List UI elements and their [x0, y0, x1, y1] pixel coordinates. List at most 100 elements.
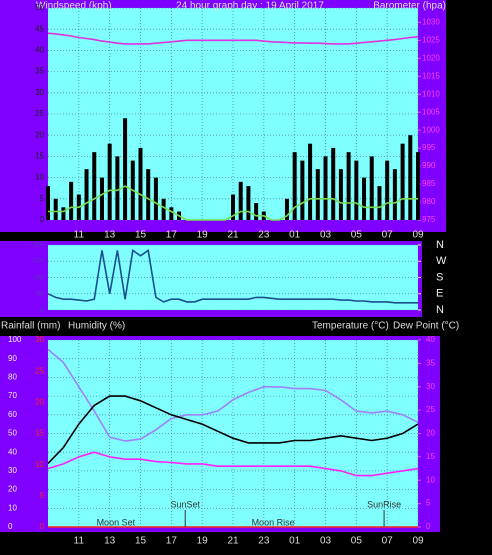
y2-tick-label: W [436, 255, 447, 267]
y2-tick-label: 1005 [422, 107, 440, 116]
bar [84, 169, 89, 220]
axis-title: Windspeed (kph) [36, 1, 112, 12]
y3-tick-label: 15 [35, 429, 44, 438]
x-tick-label: 05 [351, 230, 363, 241]
axis-title: Temperature (°C) [312, 321, 389, 332]
bar [369, 156, 374, 220]
bar [346, 152, 351, 220]
x-tick-label: 09 [412, 536, 424, 547]
series-line [48, 185, 418, 221]
x-tick-label: 15 [135, 230, 147, 241]
x-tick-label: 01 [289, 230, 301, 241]
x-tick-label: 07 [382, 536, 394, 547]
y3-tick-label: 30 [35, 335, 44, 344]
y-tick-label: 180 [32, 274, 44, 281]
bar [254, 203, 259, 220]
bar [338, 169, 343, 220]
axis-title: Barometer (hpa) [373, 1, 446, 12]
y2-tick-label: N [436, 304, 444, 316]
bar [46, 186, 50, 220]
bar [238, 181, 243, 220]
bar [161, 198, 166, 220]
y-tick-label: 0 [40, 307, 44, 314]
bar [99, 177, 104, 220]
y-tick-label: 60 [8, 410, 17, 419]
event-label: Moon Rise [252, 517, 295, 527]
x-tick-label: 17 [166, 536, 178, 547]
bar [308, 143, 313, 220]
bar [323, 156, 328, 220]
y-tick-label: 360 [32, 242, 44, 249]
bar [331, 147, 336, 220]
x-tick-label: 21 [227, 536, 239, 547]
event-label: SunRise [367, 499, 401, 509]
x-tick-label: 03 [320, 230, 332, 241]
y-tick-label: 0 [8, 522, 13, 531]
y2-tick-label: 25 [426, 405, 435, 414]
y2-tick-label: N [436, 239, 444, 251]
y2-tick-label: 985 [422, 179, 436, 188]
y-tick-label: 0 [40, 215, 45, 224]
y2-tick-label: 20 [426, 429, 435, 438]
y2-tick-label: 10 [426, 475, 435, 484]
bar [115, 156, 120, 220]
y-tick-label: 10 [35, 173, 44, 182]
y3-tick-label: 20 [35, 397, 44, 406]
y3-tick-label: 10 [35, 460, 44, 469]
bar [284, 198, 289, 220]
y-tick-label: 90 [36, 291, 44, 298]
series-line [47, 348, 419, 442]
y-tick-label: 30 [35, 88, 44, 97]
y-tick-label: 5 [40, 194, 45, 203]
y2-tick-label: 40 [426, 335, 435, 344]
bar [53, 198, 58, 220]
bar [107, 143, 112, 220]
x-tick-label: 09 [412, 230, 424, 241]
y2-tick-label: 0 [426, 522, 431, 531]
y2-tick-label: 5 [426, 499, 431, 508]
bar [123, 118, 128, 220]
y-tick-label: 10 [8, 503, 17, 512]
y-tick-label: 35 [35, 67, 44, 76]
y-tick-label: 70 [8, 391, 17, 400]
y-tick-label: 45 [35, 24, 44, 33]
y-tick-label: 40 [8, 447, 17, 456]
y-tick-label: 80 [8, 373, 17, 382]
y3-tick-label: 25 [35, 366, 44, 375]
y-tick-label: 50 [8, 429, 17, 438]
x-tick-label: 21 [227, 230, 239, 241]
x-tick-label: 03 [320, 536, 332, 547]
bar [153, 177, 158, 220]
y-tick-label: 50 [35, 3, 44, 12]
y2-tick-label: 980 [422, 197, 436, 206]
bar [138, 147, 143, 220]
bar [377, 186, 382, 220]
y-tick-label: 20 [8, 485, 17, 494]
y-tick-label: 90 [8, 354, 17, 363]
bar [231, 194, 235, 220]
y3-tick-label: 5 [40, 491, 45, 500]
bar [146, 169, 151, 220]
chart-title: 24 hour graph day : 19 April 2017 [176, 1, 324, 12]
bar [61, 207, 66, 220]
axis-title: Dew Point (°C) [393, 321, 459, 332]
y-tick-label: 40 [35, 46, 44, 55]
y-tick-label: 25 [35, 109, 44, 118]
bar [416, 152, 420, 220]
event-label: Moon Set [97, 517, 136, 527]
y2-tick-label: 1030 [422, 17, 440, 26]
x-tick-label: 19 [197, 230, 209, 241]
y-tick-label: 30 [8, 466, 17, 475]
series-line [47, 32, 419, 45]
bar [300, 160, 305, 220]
y2-tick-label: 990 [422, 161, 436, 170]
series-line [47, 249, 418, 304]
y3-tick-label: 0 [40, 522, 45, 531]
bar [69, 181, 74, 220]
y2-tick-label: 1010 [422, 89, 440, 98]
x-tick-label: 13 [104, 230, 116, 241]
x-tick-label: 11 [74, 230, 85, 241]
bar [92, 152, 97, 220]
x-tick-label: 13 [104, 536, 116, 547]
